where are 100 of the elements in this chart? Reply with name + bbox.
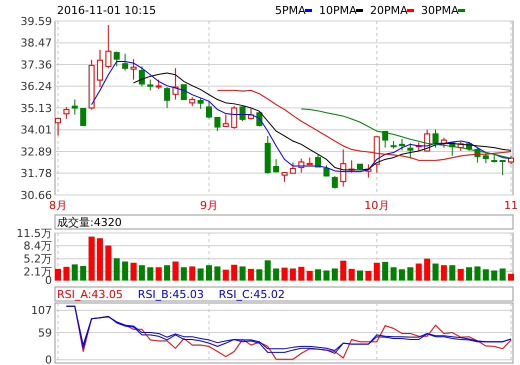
bar xyxy=(122,262,128,280)
bar xyxy=(449,265,456,280)
bar xyxy=(72,264,78,280)
bar xyxy=(432,264,438,280)
candlestick xyxy=(340,148,346,187)
bar xyxy=(407,267,414,280)
candlestick xyxy=(122,53,128,71)
bar xyxy=(256,269,262,280)
bar xyxy=(114,258,120,280)
bar xyxy=(214,266,220,280)
bar xyxy=(466,267,472,280)
y-tick-label: 39.59 xyxy=(20,14,52,28)
bar xyxy=(63,266,70,280)
legend-label: 30PMA xyxy=(421,4,460,17)
bar xyxy=(398,269,405,280)
candlestick xyxy=(323,164,330,177)
bar xyxy=(248,268,254,280)
bar xyxy=(332,268,338,280)
bar xyxy=(156,267,162,280)
y-tick-label: 8.4万 xyxy=(24,240,52,253)
bar xyxy=(198,268,204,280)
chart-title: 成交量:4320 xyxy=(57,216,122,229)
legend-label: 20PMA xyxy=(370,4,408,17)
bar xyxy=(96,238,103,280)
bar xyxy=(147,267,154,280)
candlestick xyxy=(332,175,338,190)
bar xyxy=(424,258,430,280)
candlestick xyxy=(500,160,506,176)
y-tick-label: 107 xyxy=(31,304,52,318)
bar xyxy=(240,266,246,280)
candlestick xyxy=(231,106,238,130)
candlestick xyxy=(147,79,154,91)
y-tick-label: 35.13 xyxy=(20,102,52,115)
candlestick xyxy=(164,86,170,108)
text: RSI_B:45.03 xyxy=(138,288,204,301)
y-tick-label: 5.2万 xyxy=(24,252,52,266)
bar xyxy=(416,264,422,280)
bar xyxy=(458,268,464,280)
x-tick-label: 11 xyxy=(504,199,518,212)
candlestick xyxy=(398,138,405,151)
bar xyxy=(348,268,355,280)
candlestick xyxy=(407,142,414,160)
bar xyxy=(508,274,514,280)
bar xyxy=(374,262,380,280)
candlestick xyxy=(290,162,296,174)
bar xyxy=(264,260,271,280)
candlestick xyxy=(214,116,220,132)
y-tick-label: 0 xyxy=(45,354,52,365)
bar xyxy=(290,268,296,280)
candlestick xyxy=(240,106,246,122)
candlestick xyxy=(206,100,212,119)
candlestick xyxy=(55,117,61,136)
text: RSI_C:45.02 xyxy=(218,288,285,301)
bar xyxy=(482,269,489,280)
bar xyxy=(306,270,313,280)
chart-title: 2016-11-01 10:15 xyxy=(57,4,156,17)
bar xyxy=(500,268,506,280)
candlestick xyxy=(114,51,120,67)
candlestick xyxy=(315,154,322,168)
bar xyxy=(206,265,212,280)
bar xyxy=(180,267,187,280)
y-tick-label: 30.66 xyxy=(20,188,52,202)
candlestick xyxy=(198,97,204,110)
x-tick-label: 8月 xyxy=(49,199,67,212)
series-label: RSI_A:43.05 xyxy=(57,288,123,301)
candlestick xyxy=(282,172,288,182)
bar xyxy=(273,268,280,280)
candlestick xyxy=(382,130,388,148)
candlestick xyxy=(63,106,70,120)
legend-label: 10PMA xyxy=(319,4,358,17)
bar xyxy=(231,264,238,280)
y-tick-label: 38.47 xyxy=(20,36,52,50)
y-tick-label: 31.78 xyxy=(20,167,52,180)
candlestick xyxy=(273,158,280,174)
y-tick-label: 34.01 xyxy=(20,124,52,137)
line-series xyxy=(216,90,512,161)
bar xyxy=(390,267,397,280)
legend-label: 5PMA xyxy=(275,4,306,17)
bar xyxy=(130,262,136,280)
bar xyxy=(189,266,196,280)
bar xyxy=(357,270,363,280)
candlestick xyxy=(432,129,438,148)
bar xyxy=(474,266,480,280)
bar xyxy=(491,270,498,280)
bar xyxy=(222,270,229,280)
bar xyxy=(282,268,288,280)
bar xyxy=(138,265,145,280)
x-tick-label: 9月 xyxy=(200,199,218,212)
bar xyxy=(365,270,372,280)
y-tick-label: 36.24 xyxy=(20,80,52,94)
candlestick xyxy=(172,68,178,100)
bar xyxy=(440,265,447,280)
bar xyxy=(55,268,61,280)
candlestick xyxy=(180,84,187,100)
bar xyxy=(105,246,112,280)
candlestick xyxy=(222,114,229,128)
candlestick xyxy=(80,108,86,127)
y-tick-label: 59 xyxy=(38,326,52,340)
y-tick-label: 11.5万 xyxy=(16,226,52,240)
candlestick xyxy=(96,49,103,88)
